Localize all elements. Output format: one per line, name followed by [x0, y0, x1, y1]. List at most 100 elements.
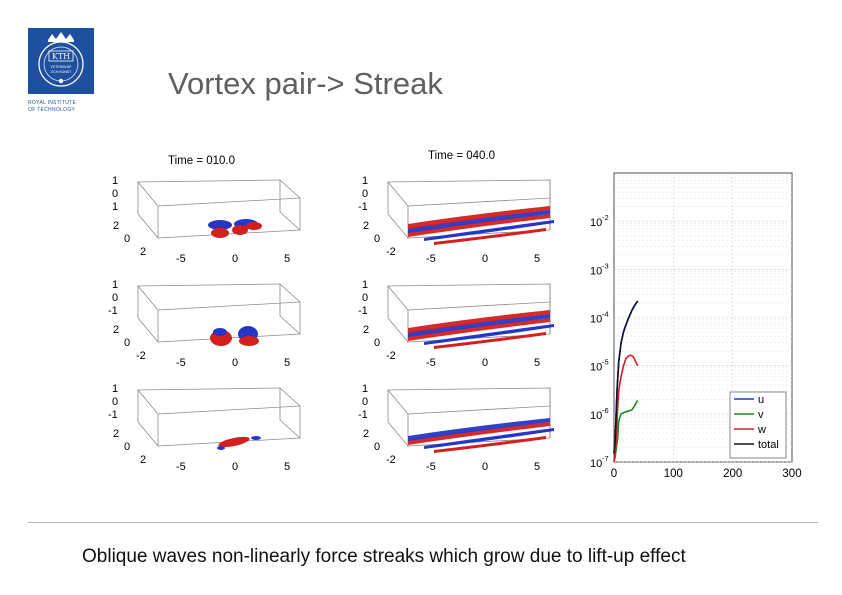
box-edge: [387, 317, 409, 343]
z-tick-label: 1: [362, 383, 368, 395]
z-tick-label: -1: [358, 201, 368, 213]
svg-text:OCH KONST: OCH KONST: [51, 70, 73, 74]
y-tick-label: 10: [590, 265, 602, 277]
svg-text:VETENSKAP: VETENSKAP: [50, 65, 72, 69]
z-tick-label: -1: [108, 409, 118, 421]
y-tick-exponent: -4: [602, 310, 609, 319]
z-tick-label: -1: [358, 409, 368, 421]
y-tick-label: 2: [140, 454, 146, 466]
svg-text:KTH: KTH: [52, 52, 70, 61]
z-tick-label: 0: [362, 188, 368, 200]
time-label: Time = 010.0: [168, 155, 235, 167]
x-tick-label: 5: [534, 357, 540, 369]
y-tick-exponent: -6: [602, 406, 609, 415]
legend-label-u: u: [758, 394, 764, 406]
x-tick-label: 0: [482, 253, 488, 265]
isosurface-red: [239, 336, 259, 346]
isosurface-red: [246, 222, 262, 230]
streak-blue: [408, 314, 550, 337]
kth-seal-icon: KTH VETENSKAP OCH KONST: [28, 28, 94, 94]
x-tick-label: 0: [482, 461, 488, 473]
y-tick-label: 2: [113, 220, 119, 232]
y-tick-label: 10: [590, 314, 602, 326]
x-tick-label: -5: [426, 253, 436, 265]
y-tick-label: 0: [124, 337, 130, 349]
y-tick-exponent: -2: [602, 213, 609, 222]
legend-label-w: w: [757, 424, 766, 436]
slide-caption: Oblique waves non-linearly force streaks…: [82, 546, 686, 567]
y-tick-label: 0: [124, 233, 130, 245]
series-line-total: [613, 300, 639, 454]
institute-name: ROYAL INSTITUTE OF TECHNOLOGY: [28, 100, 77, 113]
streak-blue: [408, 210, 550, 233]
streak-blue: [424, 220, 554, 241]
z-tick-label: 1: [362, 175, 368, 187]
y-tick-label: -2: [136, 350, 146, 362]
isosurface-plot: 10-120-2-5 0 5: [358, 279, 554, 369]
streak-blue: [424, 324, 554, 345]
y-tick-label: 10: [590, 217, 602, 229]
y-tick-label: 0: [374, 441, 380, 453]
box-edge: [387, 421, 409, 447]
x-tick-label: 0: [611, 468, 617, 480]
x-tick-label: 100: [664, 468, 683, 480]
streak-red: [408, 318, 550, 341]
x-tick-label: 0: [232, 357, 238, 369]
isosurface-red: [232, 225, 248, 235]
z-tick-label: 0: [112, 188, 118, 200]
box-top: [387, 179, 551, 207]
streak-blue: [424, 428, 554, 449]
z-tick-label: 1: [112, 175, 118, 187]
isosurface-plot: 10-120-2-5 0 5: [358, 383, 554, 473]
streak-red: [434, 228, 546, 245]
box-top: [137, 387, 301, 415]
box-edge: [387, 213, 409, 239]
box-edge: [279, 419, 301, 439]
box-top: [387, 283, 551, 311]
z-tick-label: 0: [112, 292, 118, 304]
x-tick-label: -5: [426, 357, 436, 369]
y-tick-label: 2: [113, 324, 119, 336]
y-tick-label: 10: [590, 362, 602, 374]
x-tick-label: 0: [482, 357, 488, 369]
x-tick-label: 0: [232, 253, 238, 265]
divider-line: [28, 522, 818, 523]
legend-label-total: total: [758, 439, 779, 451]
time-label: Time = 040.0: [428, 150, 495, 162]
z-tick-label: 1: [112, 383, 118, 395]
z-tick-label: 0: [362, 396, 368, 408]
y-tick-label: 0: [374, 337, 380, 349]
box-top: [137, 179, 301, 207]
x-tick-label: 5: [284, 253, 290, 265]
legend-label-v: v: [758, 409, 764, 421]
x-tick-label: 5: [284, 461, 290, 473]
isosurface-red: [211, 228, 229, 238]
x-tick-label: 0: [232, 461, 238, 473]
streak-red: [408, 206, 550, 229]
x-tick-label: -5: [176, 253, 186, 265]
box-edge: [279, 211, 301, 231]
x-tick-label: 5: [284, 357, 290, 369]
z-tick-label: -1: [358, 305, 368, 317]
y-tick-label: 10: [590, 410, 602, 422]
box-edge: [137, 421, 159, 447]
isosurface-blue: [217, 446, 225, 450]
y-tick-label: -2: [386, 454, 396, 466]
y-tick-label: 2: [140, 246, 146, 258]
y-tick-label: 2: [363, 428, 369, 440]
y-tick-exponent: -3: [602, 261, 609, 270]
isosurface-blue: [251, 436, 261, 440]
streak-blue: [408, 418, 550, 441]
y-tick-label: 0: [374, 233, 380, 245]
x-tick-label: 5: [534, 253, 540, 265]
x-tick-label: -5: [176, 461, 186, 473]
isosurface-plot: 10-120-2-5 0 5: [358, 175, 554, 265]
isosurface-red: [218, 436, 250, 448]
box-top: [387, 387, 551, 415]
y-tick-label: 10: [590, 458, 602, 470]
streak-red: [408, 422, 550, 445]
box-edge: [279, 315, 301, 335]
box-edge: [137, 213, 159, 239]
